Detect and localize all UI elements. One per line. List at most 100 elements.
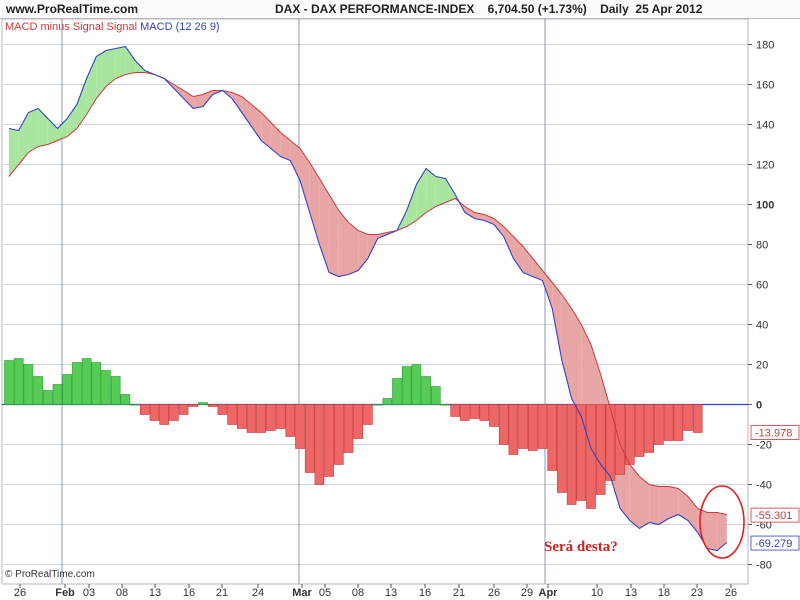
x-tick-label: 10 xyxy=(591,587,603,599)
histogram-bar xyxy=(266,404,276,431)
histogram-bar xyxy=(557,404,567,493)
x-tick-label: 08 xyxy=(116,587,128,599)
fill-segment xyxy=(358,230,368,271)
histogram-bar xyxy=(654,404,664,445)
fill-segment xyxy=(96,50,106,99)
histogram-bar xyxy=(91,362,102,405)
fill-segment xyxy=(426,168,436,213)
site-name: www.ProRealTime.com xyxy=(6,2,139,16)
fill-segment xyxy=(106,48,116,87)
fill-segment xyxy=(338,210,349,277)
fill-segment xyxy=(193,94,203,109)
histogram-bar xyxy=(285,404,296,437)
highlight-ellipse xyxy=(699,485,745,559)
histogram-bar xyxy=(430,386,441,405)
histogram-bar xyxy=(72,362,82,405)
fill-segment xyxy=(649,484,659,525)
x-tick-label: 16 xyxy=(183,587,195,599)
histogram-bar xyxy=(81,358,92,405)
fill-segment xyxy=(329,194,339,277)
x-tick-label: 26 xyxy=(488,587,500,599)
fill-segment xyxy=(348,222,359,275)
fill-segment xyxy=(552,282,562,361)
fill-segment xyxy=(280,132,291,161)
histogram-bar xyxy=(314,404,325,485)
fill-segment xyxy=(47,118,58,145)
fill-segment xyxy=(697,508,708,549)
fill-segment xyxy=(309,162,320,245)
plot-frame xyxy=(1,18,749,585)
x-tick-label: 26 xyxy=(725,587,737,599)
y-tick-label: -20 xyxy=(756,440,772,452)
histogram-bar xyxy=(644,404,655,453)
fill-segment xyxy=(406,184,417,227)
histogram-bar xyxy=(178,404,189,415)
y-tick-label: 100 xyxy=(756,200,774,212)
histogram-bar xyxy=(333,404,344,465)
fill-segment xyxy=(668,486,679,519)
histogram-bar xyxy=(624,404,635,465)
fill-segment xyxy=(484,214,494,225)
histogram-bar xyxy=(149,404,160,421)
macd-line xyxy=(8,45,728,552)
histogram-bar xyxy=(246,404,257,433)
histogram-bar xyxy=(663,404,674,441)
histogram-bar xyxy=(217,404,228,415)
macd-signal-fill xyxy=(9,46,727,551)
fill-segment xyxy=(707,512,718,551)
x-tick-label: 29 xyxy=(521,587,533,599)
value-label-box xyxy=(750,425,800,440)
fill-segment xyxy=(571,308,582,417)
x-tick-label: 05 xyxy=(319,587,331,599)
y-tick-label: 120 xyxy=(756,160,774,172)
histogram-bar xyxy=(595,404,606,495)
histogram-bar xyxy=(101,370,111,405)
y-tick-label: 0 xyxy=(756,400,762,412)
fill-segment xyxy=(464,206,475,219)
x-tick-label: 24 xyxy=(252,587,264,599)
x-tick-label: Apr xyxy=(539,587,559,599)
value-label: -13.978 xyxy=(755,427,792,439)
histogram-bar xyxy=(566,404,577,505)
x-tick-label: 26 xyxy=(14,587,26,599)
fill-segment xyxy=(300,148,310,213)
histogram-bar xyxy=(586,404,596,509)
fill-segment xyxy=(261,112,271,149)
histogram-bar xyxy=(110,376,121,405)
fill-segment xyxy=(251,104,262,141)
histogram-bar xyxy=(33,376,43,405)
fill-segment xyxy=(678,488,688,521)
x-tick-label: Feb xyxy=(55,587,75,599)
legend-macd-label: MACD (12 26 9) xyxy=(140,21,220,33)
histogram-bar xyxy=(353,404,364,439)
histogram-bar xyxy=(615,404,625,475)
annotations: -13.978 -55.301 -69.279 Será desta? xyxy=(544,425,800,559)
fill-segment xyxy=(9,128,19,177)
histogram-bar xyxy=(169,404,179,421)
copyright-notice: © ProRealTime.com xyxy=(5,569,95,580)
histogram-bar xyxy=(605,404,616,481)
histogram-bar xyxy=(547,404,558,471)
fill-segment xyxy=(445,178,456,203)
value-label: -55.301 xyxy=(755,510,792,522)
fill-segment xyxy=(532,258,543,281)
fill-segment xyxy=(28,108,39,153)
y-tick-label: 40 xyxy=(756,320,768,332)
fill-segment xyxy=(173,84,184,99)
histogram-bar xyxy=(363,404,373,425)
histogram-bar xyxy=(518,404,528,449)
fill-segment xyxy=(629,464,640,529)
x-tick-label: 03 xyxy=(83,587,95,599)
x-tick-label: 18 xyxy=(658,587,670,599)
x-tick-label: 16 xyxy=(419,587,431,599)
fill-segment xyxy=(658,486,669,525)
histogram-bar xyxy=(62,374,73,405)
fill-segment xyxy=(270,122,281,157)
histogram-bar xyxy=(42,390,53,405)
y-tick-label: 80 xyxy=(756,240,768,252)
histogram-bar xyxy=(440,404,451,406)
fill-segment xyxy=(639,476,650,529)
histogram-bar xyxy=(537,404,548,449)
fill-segment xyxy=(67,104,77,137)
